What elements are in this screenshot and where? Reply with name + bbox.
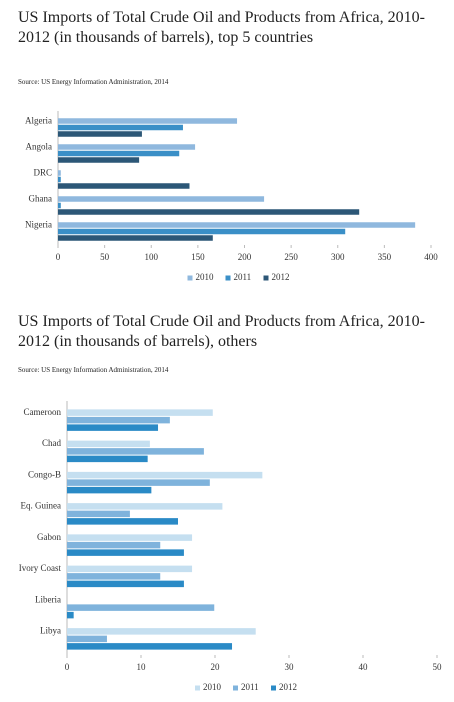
bar — [67, 424, 159, 431]
x-tick-label: 300 — [331, 252, 345, 262]
legend-swatch — [233, 685, 238, 691]
bar — [67, 628, 256, 635]
y-tick-label: Chad — [42, 438, 61, 448]
bar — [58, 170, 61, 176]
legend-label: 2011 — [241, 682, 259, 692]
legend-label: 2010 — [203, 682, 222, 692]
chart-title: US Imports of Total Crude Oil and Produc… — [18, 9, 425, 46]
x-tick-label: 20 — [211, 662, 221, 672]
x-tick-label: 30 — [285, 662, 295, 672]
x-tick-label: 40 — [359, 662, 369, 672]
x-tick-label: 400 — [424, 252, 438, 262]
bar — [67, 448, 204, 455]
y-tick-label: Liberia — [35, 594, 61, 604]
y-tick-label: Eq. Guinea — [21, 501, 62, 511]
y-tick-label: Ghana — [29, 193, 53, 203]
bar — [58, 150, 180, 157]
chart: 0 10 20 30 40 50 Cameroon Chad Congo-B Eq. Guinea… — [19, 401, 443, 692]
bar — [67, 580, 184, 588]
legend-swatch — [225, 275, 231, 281]
legend-label: 2012 — [272, 272, 290, 282]
bar — [67, 573, 161, 580]
y-tick-label: Ivory Coast — [19, 563, 62, 573]
bar — [67, 440, 150, 448]
x-tick-label: 0 — [56, 252, 61, 262]
x-tick-label: 100 — [145, 252, 159, 262]
y-tick-label: Gabon — [37, 532, 61, 542]
x-tick-label: 200 — [238, 252, 252, 262]
bar — [67, 611, 74, 619]
x-tick-label: 50 — [433, 662, 443, 672]
bar — [67, 565, 193, 573]
bar — [67, 604, 215, 611]
bar — [58, 209, 360, 215]
chart-title: US Imports of Total Crude Oil and Produc… — [18, 313, 425, 350]
legend-swatch — [263, 275, 269, 281]
bar — [58, 124, 183, 131]
source: Source: US Energy Information Administra… — [18, 366, 169, 374]
y-tick-label: Cameroon — [24, 407, 62, 417]
bar — [58, 144, 196, 150]
x-tick-label: 250 — [284, 252, 298, 262]
x-tick-label: 50 — [100, 252, 110, 262]
bar — [67, 635, 107, 643]
bar — [58, 176, 61, 183]
bar — [67, 503, 223, 510]
bar — [58, 235, 213, 241]
bar — [58, 131, 142, 137]
source: Source: US Energy Information Administra… — [18, 78, 169, 86]
bar — [67, 471, 263, 479]
x-tick-label: 10 — [137, 662, 147, 672]
bar — [58, 196, 265, 202]
y-tick-label: Nigeria — [25, 219, 52, 229]
x-tick-label: 150 — [191, 252, 205, 262]
legend-label: 2011 — [234, 272, 252, 282]
bar — [67, 541, 161, 549]
bar — [67, 549, 184, 556]
chart: 0 50 100 150 200 250 300 350 400 Algeria Angola DRC… — [25, 111, 438, 282]
legend-label: 2010 — [196, 272, 215, 282]
bar — [67, 518, 178, 525]
bar — [67, 455, 148, 463]
bar — [67, 479, 210, 486]
legend-swatch — [195, 685, 200, 691]
bar — [67, 409, 213, 416]
x-tick-label: 350 — [378, 252, 392, 262]
y-tick-label: Congo-B — [28, 469, 61, 479]
bar — [58, 157, 140, 163]
y-tick-label: DRC — [33, 167, 52, 177]
y-tick-label: Libya — [40, 626, 61, 636]
bar — [67, 510, 130, 518]
bar — [58, 222, 416, 228]
y-tick-label: Algeria — [25, 115, 52, 125]
bar — [67, 416, 170, 424]
bar — [67, 643, 233, 650]
y-tick-label: Angola — [26, 141, 53, 151]
bar — [67, 486, 152, 494]
bar — [58, 228, 346, 235]
bar — [58, 202, 61, 209]
bar — [67, 534, 193, 541]
bar — [58, 118, 238, 124]
legend-swatch — [271, 685, 276, 691]
legend-label: 2012 — [279, 682, 297, 692]
bar — [58, 183, 190, 189]
legend-swatch — [187, 275, 193, 281]
x-tick-label: 0 — [65, 662, 70, 672]
